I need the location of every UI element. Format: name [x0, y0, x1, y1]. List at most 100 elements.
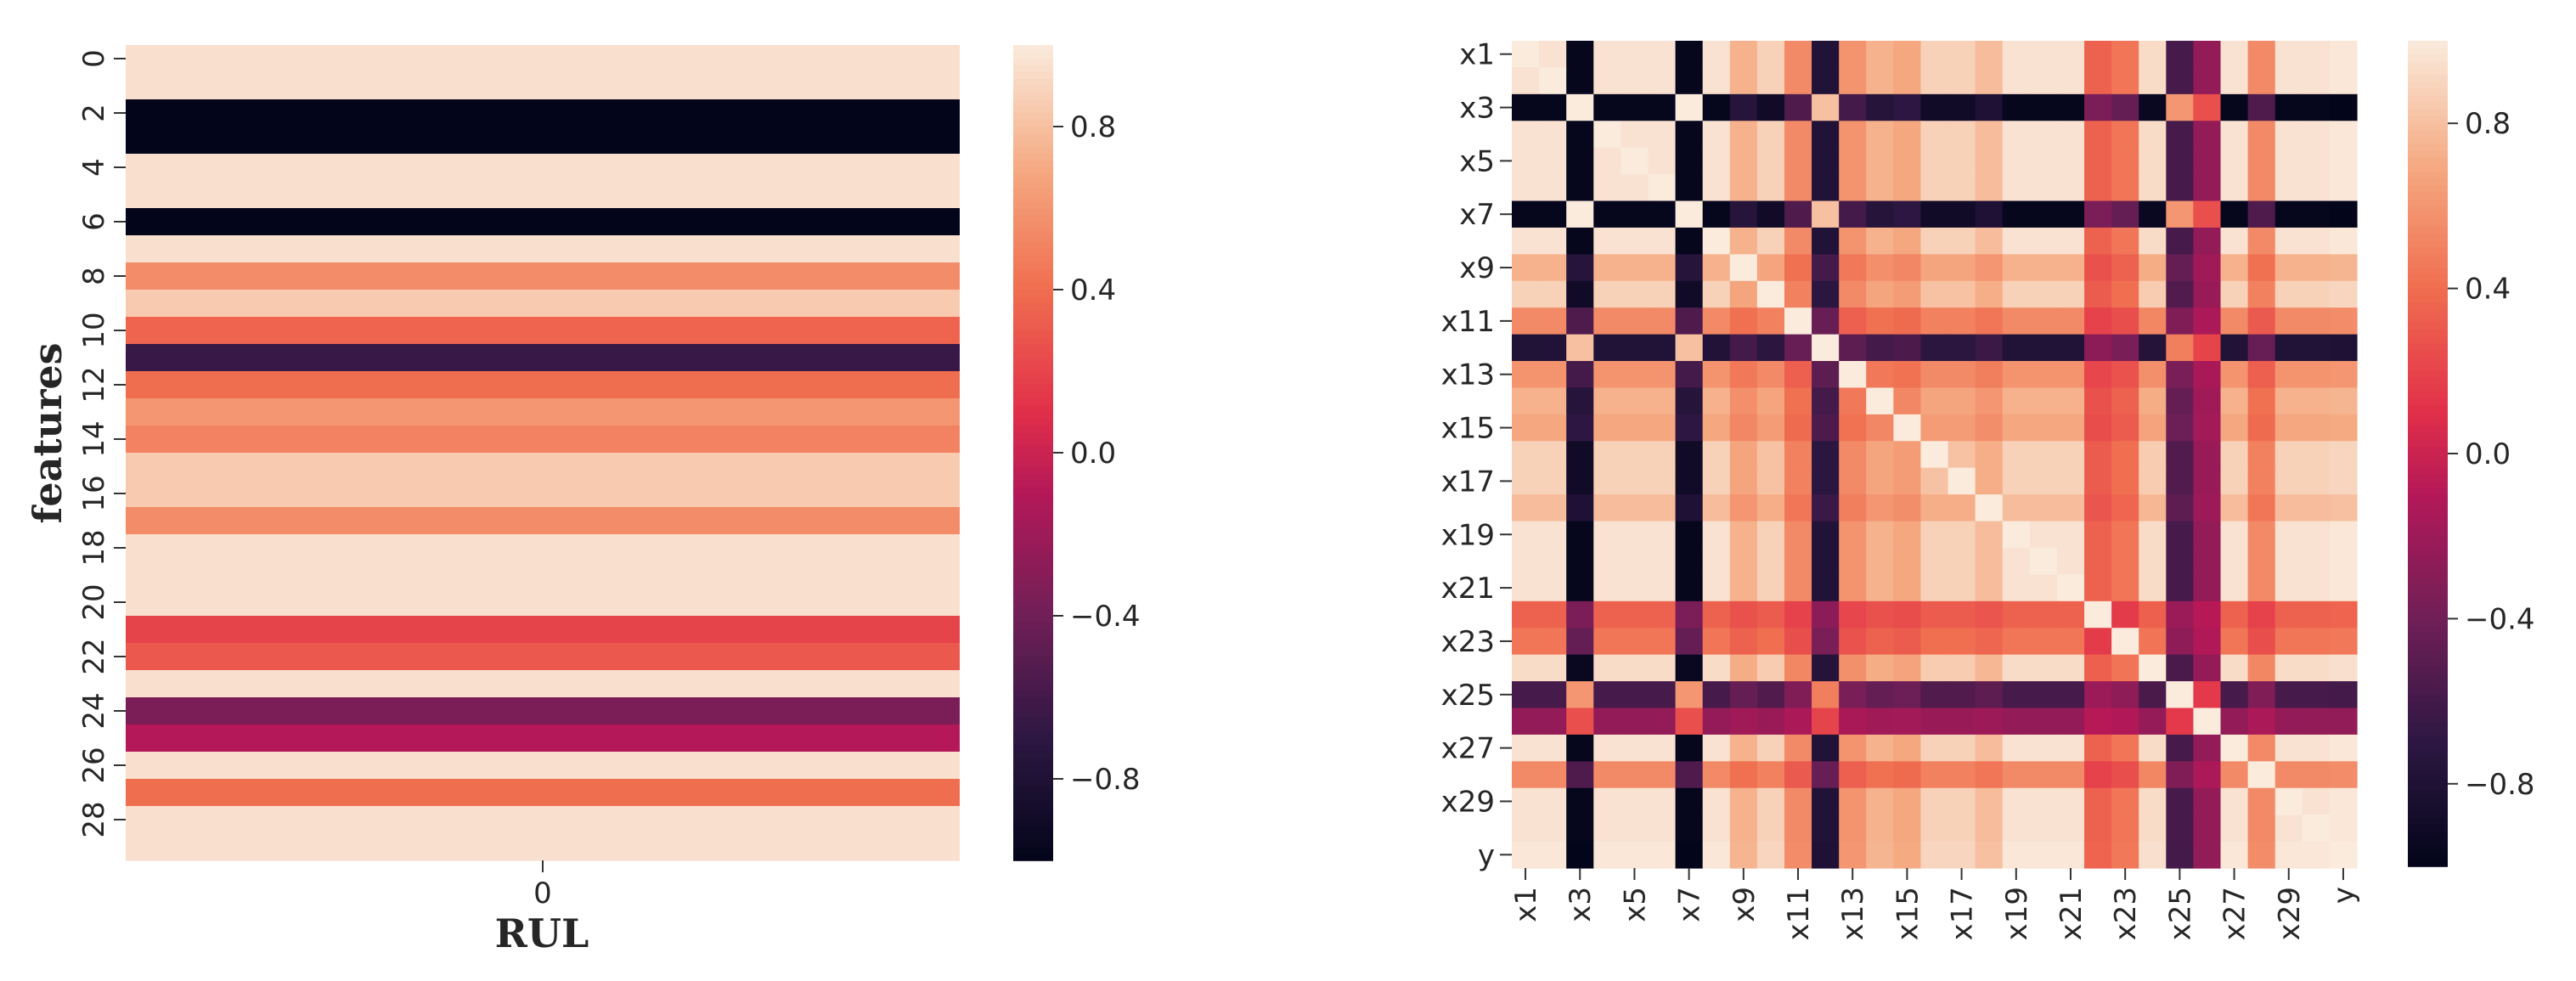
heatmap-cell: [2329, 761, 2358, 789]
heatmap-cell: [2302, 41, 2331, 69]
heatmap-cell: [1675, 67, 1704, 95]
heatmap-cell: [1920, 67, 1949, 95]
colorbar-segment: [2408, 192, 2448, 200]
heatmap-cell: [1539, 654, 1567, 682]
heatmap-cell: [1920, 841, 1949, 869]
heatmap-cell: [1920, 227, 1949, 255]
heatmap-cell: [1866, 815, 1894, 843]
heatmap-cell: [1893, 600, 1922, 629]
heatmap-cell: [126, 426, 960, 454]
colorbar-segment: [2408, 377, 2448, 386]
heatmap-cell: [2274, 441, 2303, 469]
heatmap-cell: [2139, 628, 2167, 656]
heatmap-cell: [1729, 93, 1758, 121]
heatmap-cell: [2111, 841, 2139, 869]
heatmap-cell: [1784, 628, 1812, 656]
heatmap-cell: [1512, 41, 1540, 69]
heatmap-cell: [1756, 815, 1785, 843]
heatmap-cell: [2166, 815, 2195, 843]
colorbar-segment: [2408, 632, 2448, 640]
colorbar-segment: [1013, 473, 1053, 481]
heatmap-cell: [2166, 521, 2195, 549]
heatmap-cell: [1512, 361, 1540, 389]
colorbar-segment: [1013, 684, 1053, 691]
colorbar-segment: [2408, 736, 2448, 743]
heatmap-cell: [1729, 200, 1758, 228]
heatmap-cell: [1539, 815, 1567, 843]
heatmap-cell: [2002, 815, 2031, 843]
heatmap-cell: [2002, 67, 2031, 95]
heatmap-cell: [1675, 841, 1704, 869]
colorbar-segment: [2408, 838, 2448, 847]
heatmap-cell: [1621, 414, 1649, 442]
heatmap-cell: [1756, 521, 1785, 549]
heatmap-cell: [1866, 414, 1894, 442]
heatmap-cell: [1756, 841, 1785, 869]
colorbar-segment: [2408, 591, 2448, 599]
heatmap-cell: [2002, 227, 2031, 255]
heatmap-cell: [2247, 574, 2276, 602]
heatmap-cell: [2084, 307, 2112, 335]
heatmap-cell: [2056, 600, 2085, 629]
heatmap-cell: [1812, 600, 1840, 629]
heatmap-cell: [1539, 387, 1567, 415]
heatmap-cell: [1593, 200, 1621, 228]
heatmap-cell: [1729, 174, 1758, 202]
heatmap-cell: [1920, 441, 1949, 469]
heatmap-cell: [1893, 280, 1922, 308]
heatmap-cell: [1893, 93, 1922, 121]
heatmap-cell: [1812, 147, 1840, 175]
colorbar-segment: [1013, 711, 1053, 719]
colorbar-segment: [1013, 826, 1053, 834]
heatmap-cell: [2274, 841, 2303, 869]
heatmap-cell: [2302, 574, 2331, 602]
heatmap-cell: [1948, 467, 1976, 495]
colorbar-segment: [2408, 171, 2448, 179]
colorbar-segment: [1013, 847, 1053, 854]
heatmap-cell: [1648, 200, 1677, 228]
heatmap-cell: [1648, 815, 1677, 843]
colorbar-segment: [2408, 749, 2448, 758]
heatmap-cell: [2139, 708, 2167, 736]
colorbar-segment: [2408, 729, 2448, 736]
heatmap-cell: [1756, 547, 1785, 575]
heatmap-cell: [1756, 441, 1785, 469]
heatmap-cell: [1648, 254, 1677, 282]
heatmap-cell: [1648, 67, 1677, 95]
heatmap-cell: [1539, 708, 1567, 736]
colorbar-tick-label: 0.0: [1070, 437, 1116, 471]
colorbar-segment: [1013, 59, 1053, 66]
heatmap-cell: [2139, 361, 2167, 389]
heatmap-cell: [2247, 307, 2276, 335]
heatmap-cell: [1756, 121, 1785, 149]
heatmap-cell: [1920, 414, 1949, 442]
heatmap-cell: [1893, 174, 1922, 202]
heatmap-cell: [1512, 414, 1540, 442]
heatmap-cell: [1948, 708, 1976, 736]
colorbar-segment: [1013, 412, 1053, 420]
heatmap-cell: [1621, 441, 1649, 469]
heatmap-cell: [2193, 681, 2222, 709]
heatmap-cell: [2084, 734, 2112, 762]
colorbar-segment: [2408, 261, 2448, 269]
heatmap-cell: [1975, 200, 2004, 228]
heatmap-cell: [1729, 521, 1758, 549]
heatmap-cell: [2193, 254, 2222, 282]
colorbar-segment: [1013, 215, 1053, 223]
colorbar-segment: [2408, 398, 2448, 407]
colorbar-segment: [2408, 605, 2448, 613]
heatmap-cell: [1812, 307, 1840, 335]
heatmap-cell: [2247, 521, 2276, 549]
heatmap-cell: [1566, 361, 1594, 389]
heatmap-cell: [1512, 841, 1540, 869]
heatmap-cell: [2084, 41, 2112, 69]
heatmap-cell: [2139, 467, 2167, 495]
heatmap-cell: [1539, 600, 1567, 629]
colorbar-segment: [2408, 412, 2448, 420]
y-tick-label: 4: [77, 158, 111, 177]
colorbar-segment: [2408, 48, 2448, 55]
heatmap-cell: [2029, 815, 2058, 843]
heatmap-cell: [1702, 93, 1731, 121]
heatmap-cell: [1675, 521, 1704, 549]
heatmap-cell: [1812, 280, 1840, 308]
